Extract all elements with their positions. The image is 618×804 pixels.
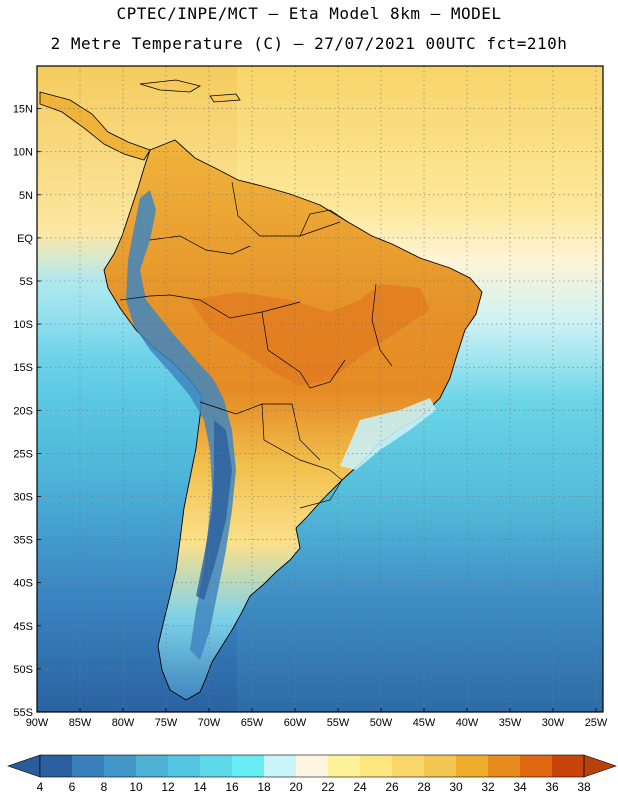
lat-label: 5N xyxy=(19,190,33,202)
lat-label: 15S xyxy=(13,362,33,374)
colorbar-segment xyxy=(104,755,137,777)
lon-label: 90W xyxy=(26,717,49,729)
colorbar-segment xyxy=(72,755,105,777)
lat-label: 35S xyxy=(13,535,33,547)
country-borders xyxy=(119,181,393,509)
colorbar-segment xyxy=(424,755,457,777)
latitude-labels: 15N 10N 5N EQ 5S 10S 15S 20S 25S 30S 35S 40S 45S 50S 5… xyxy=(13,104,41,719)
map-frame xyxy=(36,65,604,713)
colorbar-segment xyxy=(40,755,73,777)
lon-label: 60W xyxy=(284,717,307,729)
lat-label: 5S xyxy=(20,276,33,288)
colorbar-segment xyxy=(392,755,425,777)
lat-label: 10S xyxy=(13,319,33,331)
colorbar-label: 16 xyxy=(225,780,239,794)
map-title-line1: CPTEC/INPE/MCT – Eta Model 8km – MODEL xyxy=(116,4,502,23)
colorbar-segment xyxy=(328,755,361,777)
colorbar-frame xyxy=(39,754,585,778)
colorbar-segment xyxy=(264,755,297,777)
lon-label: 45W xyxy=(413,717,436,729)
colorbar-label: 12 xyxy=(161,780,175,794)
colorbar-segment xyxy=(296,755,329,777)
lon-label: 80W xyxy=(112,717,135,729)
colorbar-label: 8 xyxy=(100,780,108,794)
lon-label: 75W xyxy=(155,717,178,729)
colorbar-segment xyxy=(488,755,521,777)
lat-label: 25S xyxy=(13,448,33,460)
lon-label: 70W xyxy=(198,717,221,729)
lon-label: 25W xyxy=(585,717,608,729)
colorbar-label: 28 xyxy=(417,780,431,794)
colorbar-over-arrow xyxy=(583,754,617,778)
southeast-cool-strip xyxy=(340,398,436,470)
lon-label: 65W xyxy=(241,717,264,729)
lon-label: 30W xyxy=(542,717,565,729)
colorbar-segment xyxy=(552,755,585,777)
colorbar-label: 36 xyxy=(545,780,559,794)
longitude-labels: 90W 85W 80W 75W 70W 65W 60W 55W 50W 45W 40W 35W 30W 2… xyxy=(26,708,608,729)
colorbar-label: 4 xyxy=(36,780,44,794)
colorbar-segment xyxy=(232,755,265,777)
lat-label: 55S xyxy=(13,707,33,719)
colorbar-segment xyxy=(168,755,201,777)
lat-label: 20S xyxy=(13,405,33,417)
colorbar-label: 14 xyxy=(193,780,207,794)
lat-label: 50S xyxy=(13,664,33,676)
colorbar-label: 38 xyxy=(577,780,591,794)
lon-label: 50W xyxy=(370,717,393,729)
colorbar-label: 22 xyxy=(321,780,335,794)
lat-label: 15N xyxy=(13,104,33,116)
colorbar-under-arrow xyxy=(7,754,41,778)
map-title-line2: 2 Metre Temperature (C) – 27/07/2021 00U… xyxy=(50,34,568,53)
lat-label: EQ xyxy=(17,233,33,245)
caribbean-islands xyxy=(139,79,241,103)
colorbar-segment xyxy=(200,755,233,777)
lon-label: 55W xyxy=(327,717,350,729)
colorbar-label: 20 xyxy=(289,780,303,794)
hot-interior-region xyxy=(190,284,430,386)
lat-label: 40S xyxy=(13,578,33,590)
lat-label: 30S xyxy=(13,492,33,504)
lon-label: 35W xyxy=(499,717,522,729)
colorbar-label: 24 xyxy=(353,780,367,794)
colorbar-label: 34 xyxy=(513,780,527,794)
colorbar-segment xyxy=(360,755,393,777)
lon-label: 40W xyxy=(456,717,479,729)
andes-core xyxy=(196,420,232,600)
central-america-landmass xyxy=(39,91,151,161)
colorbar-segment xyxy=(136,755,169,777)
lat-label: 45S xyxy=(13,621,33,633)
colorbar-label: 26 xyxy=(385,780,399,794)
colorbar-label: 6 xyxy=(68,780,76,794)
colorbar xyxy=(7,754,617,778)
colorbar-segment xyxy=(456,755,489,777)
lon-label: 85W xyxy=(69,717,92,729)
colorbar-label: 32 xyxy=(481,780,495,794)
colorbar-label: 18 xyxy=(257,780,271,794)
colorbar-label: 10 xyxy=(129,780,143,794)
colorbar-segment xyxy=(520,755,553,777)
colorbar-label: 30 xyxy=(449,780,463,794)
lat-label: 10N xyxy=(13,147,33,159)
